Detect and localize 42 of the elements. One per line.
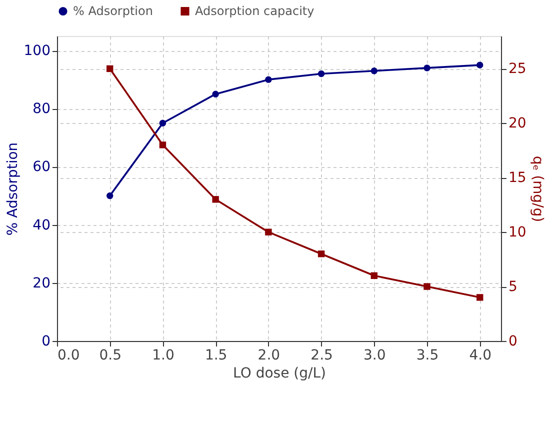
y2-axis-title: qₑ (mg/g)	[529, 156, 546, 222]
y2-tick-label: 10	[508, 224, 526, 241]
point	[318, 70, 325, 78]
point	[106, 192, 114, 200]
y-tick-label: 40	[32, 217, 50, 234]
point	[159, 142, 166, 148]
y-tick-label: 80	[32, 101, 50, 118]
point	[265, 228, 272, 236]
point	[370, 272, 378, 279]
y-axis-title: % Adsorption	[4, 142, 21, 236]
point	[159, 120, 166, 126]
y-tick-label: 20	[32, 275, 50, 292]
x-tick-label: 4.0	[469, 348, 492, 364]
y2-tick-label: 5	[508, 279, 518, 296]
x-tick-label: 3.5	[416, 348, 439, 364]
x-tick-label: 0.5	[99, 348, 122, 364]
point	[212, 196, 219, 203]
point	[106, 65, 114, 72]
y2-tick-label: 25	[508, 61, 526, 78]
legend-label: Adsorption capacity	[195, 4, 314, 18]
point	[265, 76, 272, 83]
x-tick-label: 2.5	[310, 348, 333, 364]
y2-tick-label: 20	[508, 116, 526, 132]
legend-label: % Adsorption	[73, 4, 153, 18]
y-tick-label: 100	[24, 43, 50, 60]
x-axis-title: LO dose (g/L)	[233, 366, 326, 382]
point	[424, 283, 430, 290]
point	[476, 294, 484, 301]
x-tick-label: 2.0	[258, 348, 280, 364]
x-tick-label: 1.0	[152, 348, 174, 364]
x-tick-label: 0.0	[58, 348, 80, 364]
point	[370, 68, 378, 74]
y-tick-label: 0	[42, 334, 50, 350]
point	[212, 90, 219, 98]
point	[476, 62, 484, 68]
x-tick-label: 1.5	[204, 348, 228, 364]
y-tick-label: 60	[32, 159, 50, 176]
x-tick-label: 3.0	[364, 348, 386, 364]
point	[424, 64, 430, 72]
y2-tick-label: 0	[508, 334, 518, 350]
y2-tick-label: 15	[508, 170, 526, 186]
point	[318, 250, 325, 258]
